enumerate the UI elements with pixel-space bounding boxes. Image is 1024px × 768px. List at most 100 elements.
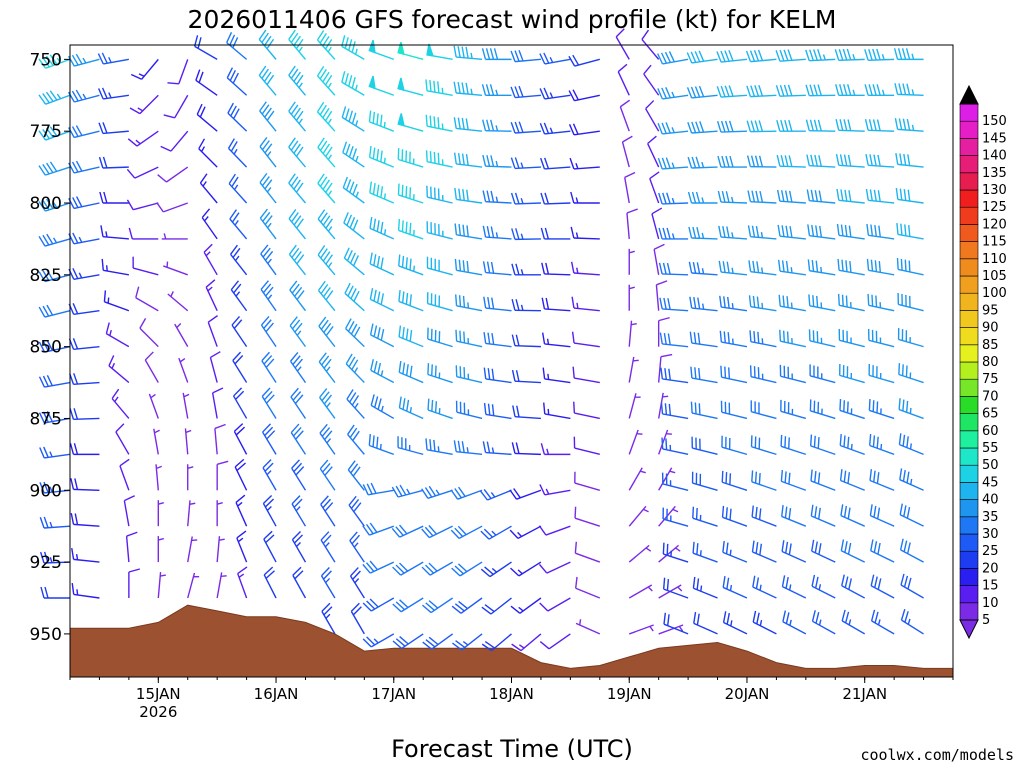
wind-barb xyxy=(320,495,336,527)
wind-barb xyxy=(226,32,248,60)
wind-barb xyxy=(687,156,718,169)
x-axis-label: Forecast Time (UTC) xyxy=(391,735,633,763)
x-tick-label: 20JAN xyxy=(725,685,770,703)
colorbar-swatch xyxy=(959,138,979,156)
wind-barb xyxy=(837,293,865,312)
wind-barb xyxy=(455,294,483,312)
wind-barb xyxy=(342,176,365,204)
wind-barb xyxy=(232,351,248,383)
wind-barb xyxy=(835,119,865,132)
y-tick-label: 875 xyxy=(30,409,62,429)
wind-barb xyxy=(318,352,336,383)
wind-barb xyxy=(289,352,307,383)
wind-barb xyxy=(721,435,748,456)
x-tick-label: 16JAN xyxy=(254,685,299,703)
wind-barb xyxy=(775,49,806,62)
wind-barb xyxy=(750,400,777,420)
wind-barb xyxy=(288,29,307,60)
wind-barb xyxy=(864,48,895,61)
wind-barb xyxy=(692,506,718,527)
wind-barb xyxy=(398,325,424,348)
wind-barb xyxy=(482,190,512,204)
wind-barb xyxy=(126,166,159,179)
wind-barb xyxy=(746,155,777,168)
wind-barb xyxy=(157,572,166,599)
wind-barb xyxy=(866,223,895,240)
wind-barb xyxy=(317,173,336,204)
wind-barb xyxy=(649,171,660,204)
wind-barb xyxy=(263,530,277,563)
wind-barb xyxy=(230,280,248,312)
wind-barb xyxy=(227,102,248,132)
wind-barb xyxy=(628,320,637,347)
wind-barb xyxy=(836,223,865,240)
colorbar-swatch xyxy=(959,499,979,518)
colorbar-swatch xyxy=(959,378,979,397)
wind-barb xyxy=(538,561,571,574)
colorbar-swatch xyxy=(959,103,979,122)
colorbar-label: 5 xyxy=(982,613,990,628)
wind-barb xyxy=(571,296,600,312)
wind-barb xyxy=(231,315,248,348)
wind-barb xyxy=(362,560,395,574)
wind-barb xyxy=(780,434,807,456)
colorbar-swatch xyxy=(959,516,979,535)
wind-barb xyxy=(321,602,336,635)
wind-barb xyxy=(105,322,130,348)
wind-barb xyxy=(662,577,689,599)
colorbar-swatch xyxy=(959,430,979,449)
colorbar-label: 40 xyxy=(982,493,999,508)
wind-barb xyxy=(749,365,777,384)
wind-barb xyxy=(867,328,895,348)
wind-barb xyxy=(203,243,218,276)
wind-barb xyxy=(157,500,164,527)
colorbar-label: 120 xyxy=(982,217,1007,232)
wind-barb xyxy=(38,375,71,388)
wind-barb xyxy=(657,122,689,135)
wind-barb xyxy=(777,259,806,276)
wind-barb xyxy=(805,119,836,132)
wind-barb xyxy=(233,423,248,455)
wind-barb xyxy=(716,120,747,133)
wind-barb xyxy=(39,551,71,564)
wind-barb xyxy=(719,295,748,312)
wind-barb xyxy=(839,469,865,491)
y-tick-label: 775 xyxy=(30,122,62,142)
wind-barb xyxy=(235,494,248,527)
colorbar-label: 20 xyxy=(982,561,999,576)
wind-barb xyxy=(157,536,164,563)
wind-barb xyxy=(455,365,483,384)
wind-barb xyxy=(869,504,895,527)
wind-barb xyxy=(216,572,227,599)
terrain-fill xyxy=(69,604,954,678)
wind-barb xyxy=(779,364,807,384)
wind-barb xyxy=(716,49,748,63)
wind-barb xyxy=(777,224,806,240)
wind-barb xyxy=(894,83,924,96)
wind-barb xyxy=(628,356,639,383)
wind-barb xyxy=(153,428,160,455)
wind-barb xyxy=(510,192,541,205)
wind-barb xyxy=(719,330,748,348)
wind-barb xyxy=(362,482,394,496)
wind-barb xyxy=(426,43,453,61)
wind-barb xyxy=(288,65,307,96)
wind-barb xyxy=(369,216,395,240)
wind-barb xyxy=(426,256,453,276)
wind-barb xyxy=(129,94,159,115)
wind-barb xyxy=(261,351,277,383)
wind-barb xyxy=(781,505,807,527)
y-axis: 750 775 800 825 850 875 900 925 950 xyxy=(30,50,70,645)
wind-barb xyxy=(349,531,365,563)
colorbar-swatch xyxy=(959,224,979,242)
wind-barb xyxy=(71,548,100,563)
credit-text[interactable]: coolwx.com/models xyxy=(860,746,1014,764)
wind-barb xyxy=(541,297,571,312)
wind-barb xyxy=(686,50,718,64)
wind-barb xyxy=(187,500,196,527)
colorbar-bottom-arrow xyxy=(959,619,979,640)
wind-barb xyxy=(651,207,663,240)
colorbar-label: 15 xyxy=(982,579,999,594)
colorbar-swatch xyxy=(959,241,979,260)
wind-barb xyxy=(288,101,307,132)
